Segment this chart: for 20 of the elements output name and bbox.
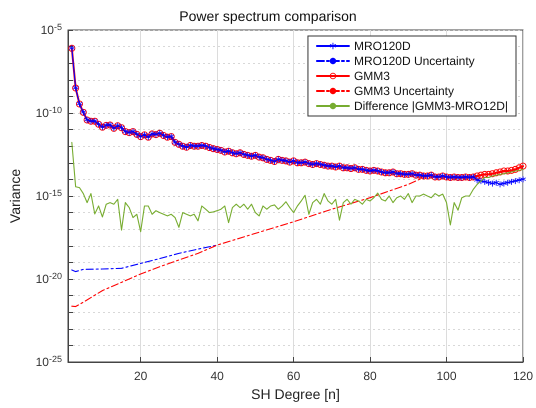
x-tick-label: 100: [436, 369, 457, 383]
legend-label: MRO120D: [354, 39, 411, 53]
legend-label: Difference |GMM3-MRO12D|: [354, 99, 508, 113]
x-tick-label: 60: [286, 369, 301, 383]
x-axis-title: SH Degree [n]: [251, 386, 340, 402]
x-tick-label: 40: [210, 369, 224, 383]
y-tick-label: 10$^{-10}$: [36, 105, 62, 121]
chart-title: Power spectrum comparison: [179, 8, 357, 24]
legend-label: GMM3 Uncertainty: [354, 84, 454, 98]
x-tick-label: 20: [134, 369, 148, 383]
legend-label: MRO120D Uncertainty: [354, 54, 475, 68]
y-tick-label: 10$^{-25}$: [36, 354, 62, 370]
legend-label: GMM3: [354, 69, 390, 83]
y-tick-label: 10$^{-5}$: [40, 22, 62, 38]
y-axis-title: Variance: [7, 168, 23, 224]
line-series: [71, 244, 218, 272]
y-tick-label: 10$^{-15}$: [36, 188, 62, 204]
x-tick-label: 120: [512, 369, 534, 383]
y-tick-label: 10$^{-20}$: [36, 271, 62, 287]
x-tick-label: 80: [363, 369, 378, 383]
